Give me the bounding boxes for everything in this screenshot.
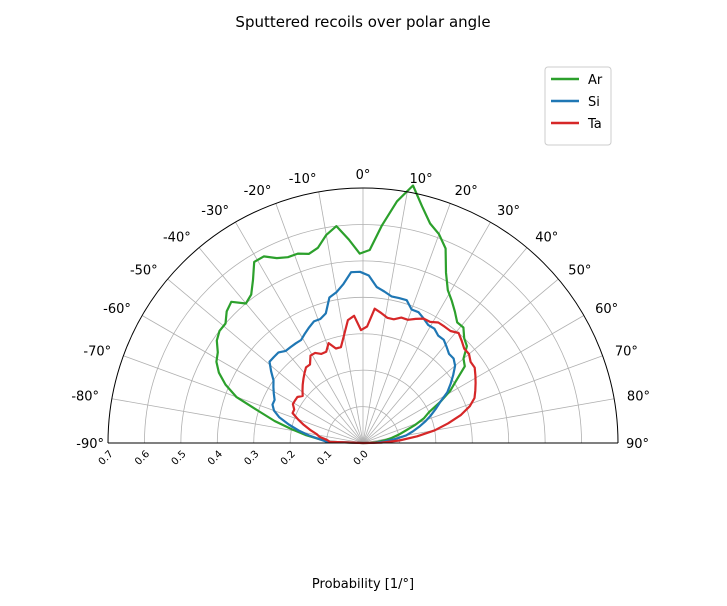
theta-tick-label: -60° [103, 302, 131, 317]
polar-grid [108, 188, 618, 444]
grid-spoke-16 [362, 355, 603, 444]
radial-tick-label: 0.6 [133, 449, 152, 468]
grid-spoke-4 [167, 278, 364, 444]
theta-tick-label: 60° [595, 302, 618, 317]
legend: Ar Si Ta [544, 66, 612, 146]
grid-spoke-6 [235, 221, 364, 444]
grid-spoke-7 [275, 203, 364, 444]
series-lines [215, 184, 477, 445]
theta-tick-label: -50° [130, 264, 158, 279]
theta-tick-label: 10° [410, 172, 433, 187]
radial-tick-label: 0.3 [242, 449, 261, 468]
theta-tick-label: 40° [535, 231, 558, 246]
series-line-ta [291, 307, 477, 445]
theta-tick-label: 0° [356, 168, 371, 183]
radial-tick-label: 0.5 [170, 449, 189, 468]
theta-tick-label: 50° [568, 264, 591, 279]
outer-arc [107, 187, 619, 444]
legend-label-ar: Ar [588, 73, 603, 88]
grid-spoke-5 [198, 247, 364, 444]
grid-spoke-3 [141, 315, 364, 444]
theta-tick-label: -90° [76, 437, 104, 452]
legend-label-ta: Ta [587, 117, 602, 132]
theta-tick-label: 20° [455, 184, 478, 199]
chart-title: Sputtered recoils over polar angle [235, 13, 490, 31]
radial-tick-label: 0.2 [279, 449, 298, 468]
theta-tick-label: 80° [627, 389, 650, 404]
polar-frame [107, 187, 619, 444]
theta-tick-labels: -90° -80° -70° -60° -50° -40° -30° -20° -10° 0° 10… [71, 168, 650, 452]
radial-axis-label: Probability [1/°] [312, 577, 414, 592]
theta-tick-label: -20° [244, 184, 272, 199]
legend-box [544, 66, 612, 146]
theta-tick-label: -40° [163, 231, 191, 246]
radial-tick-label: 0.4 [206, 449, 225, 468]
grid-spoke-12 [362, 221, 491, 444]
series-line-si [268, 270, 457, 445]
radial-tick-label: 0.0 [352, 449, 371, 468]
grid-spoke-1 [111, 398, 364, 444]
grid-spoke-14 [362, 278, 559, 444]
grid-spoke-11 [362, 203, 451, 444]
theta-tick-label: 70° [615, 344, 638, 359]
theta-tick-label: 30° [497, 204, 520, 219]
grid-spoke-2 [123, 355, 364, 444]
theta-tick-label: -10° [289, 172, 317, 187]
radial-tick-labels: 0.00.10.20.30.40.50.60.7 [97, 449, 371, 468]
legend-label-si: Si [588, 95, 600, 110]
theta-tick-label: -30° [201, 204, 229, 219]
theta-tick-label: 90° [626, 437, 649, 452]
radial-tick-label: 0.1 [315, 449, 334, 468]
theta-tick-label: -70° [83, 344, 111, 359]
grid-spoke-15 [362, 315, 585, 444]
theta-tick-label: -80° [71, 389, 99, 404]
